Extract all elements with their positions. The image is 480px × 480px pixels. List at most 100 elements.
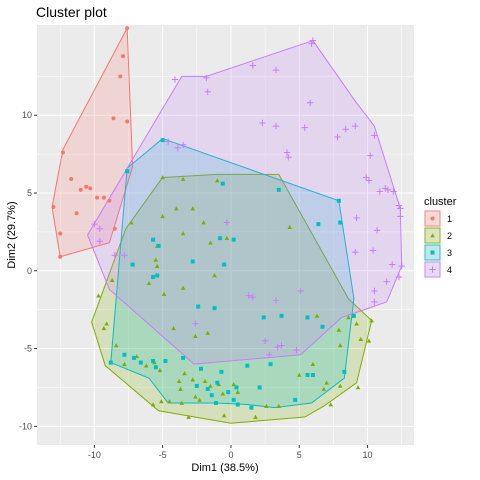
cluster-3-point bbox=[234, 385, 239, 390]
cluster-2-point bbox=[160, 175, 165, 180]
cluster-4-point bbox=[376, 188, 384, 195]
cluster-4-point bbox=[96, 225, 104, 232]
cluster-2-point bbox=[101, 326, 107, 331]
cluster-3-point bbox=[138, 360, 143, 365]
cluster-4-point bbox=[272, 297, 280, 304]
cluster-2-point bbox=[324, 380, 329, 385]
cluster-4-point bbox=[285, 154, 292, 161]
cluster-4-point bbox=[249, 62, 257, 69]
cluster-2-point bbox=[113, 343, 119, 348]
cluster-2-point bbox=[310, 361, 316, 366]
cluster-3-point bbox=[194, 383, 199, 388]
x-tick-label: 5 bbox=[297, 450, 302, 460]
cluster-2-point bbox=[235, 389, 241, 394]
y-tick-label: 10 bbox=[22, 110, 32, 120]
cluster-3-point bbox=[279, 313, 284, 318]
cluster-4-point bbox=[245, 292, 252, 299]
cluster-2-point bbox=[96, 293, 101, 298]
cluster-4-point bbox=[192, 320, 199, 327]
cluster-2-point bbox=[354, 321, 359, 326]
cluster-2-point bbox=[179, 400, 185, 405]
cluster-3-point bbox=[342, 369, 347, 374]
cluster-2-point bbox=[253, 414, 258, 419]
cluster-3-point bbox=[305, 315, 310, 320]
legend-label: 3 bbox=[447, 248, 452, 258]
cluster-2-point bbox=[202, 378, 208, 384]
cluster-4-point bbox=[306, 99, 314, 106]
x-tick-label: -10 bbox=[88, 450, 101, 460]
cluster-3-point bbox=[181, 355, 186, 360]
cluster-3-point bbox=[245, 363, 250, 368]
legend-item-1: 1 bbox=[424, 210, 452, 227]
cluster-1-point bbox=[69, 177, 74, 181]
cluster-3-point bbox=[305, 373, 310, 377]
cluster-4-point bbox=[397, 205, 404, 212]
cluster-3-point bbox=[131, 355, 136, 360]
legend-label: 4 bbox=[447, 265, 452, 275]
cluster-4-point bbox=[164, 138, 172, 145]
cluster-1-point bbox=[84, 184, 89, 189]
cluster-3-point bbox=[155, 273, 160, 278]
legend-title: cluster bbox=[424, 196, 457, 208]
cluster-2-point bbox=[171, 326, 176, 331]
cluster-4-point bbox=[384, 186, 392, 194]
legend-item-3: 3 bbox=[424, 244, 452, 261]
cluster-3-point bbox=[153, 365, 158, 370]
cluster-2-point bbox=[190, 377, 196, 382]
y-axis-title: Dim2 (29.7%) bbox=[6, 201, 18, 268]
cluster-2-point bbox=[220, 391, 226, 396]
cluster-1-point bbox=[51, 205, 56, 209]
cluster-4-point bbox=[371, 298, 378, 306]
cluster-4-point bbox=[272, 66, 280, 74]
cluster-4-point bbox=[171, 76, 179, 83]
cluster-3-point bbox=[125, 169, 130, 174]
y-tick-label: -5 bbox=[24, 344, 32, 354]
cluster-3-point bbox=[316, 222, 321, 227]
cluster-4-point bbox=[308, 40, 315, 47]
cluster-2-point bbox=[215, 178, 220, 183]
cluster-4-point bbox=[179, 141, 187, 148]
cluster-3-point bbox=[276, 187, 281, 192]
cluster-1-point bbox=[121, 54, 126, 59]
cluster-3-point bbox=[261, 315, 266, 320]
cluster-1-point bbox=[125, 26, 130, 31]
cluster-2-point bbox=[366, 338, 372, 343]
cluster-2-point bbox=[178, 386, 183, 391]
cluster-4-point bbox=[353, 214, 360, 222]
cluster-4-point bbox=[390, 188, 397, 195]
legend-label: 2 bbox=[447, 231, 452, 241]
cluster-2-point bbox=[190, 206, 196, 211]
cluster-2-point bbox=[186, 414, 191, 419]
cluster-2-point bbox=[104, 321, 109, 326]
cluster-4-point bbox=[367, 152, 374, 159]
cluster-1-point bbox=[78, 187, 83, 192]
legend-items: 1 2 3 4 bbox=[424, 210, 452, 278]
cluster-3-point bbox=[215, 380, 220, 385]
cluster-1-point bbox=[101, 195, 106, 200]
cluster-4-point bbox=[373, 227, 381, 234]
cluster-1-point bbox=[58, 231, 63, 236]
y-tick-label: 0 bbox=[27, 266, 32, 276]
cluster-2-point bbox=[154, 263, 160, 268]
cluster-2-point bbox=[153, 257, 159, 262]
cluster-4-point bbox=[203, 74, 210, 82]
cluster-3-point bbox=[205, 387, 210, 391]
cluster-2-point bbox=[197, 397, 202, 402]
cluster-4-point bbox=[274, 343, 281, 351]
cluster-1-point bbox=[88, 186, 93, 191]
y-axis-ticks: -10 -5 0 5 10 bbox=[19, 110, 37, 431]
cluster-2-point bbox=[276, 403, 282, 408]
cluster-4-point bbox=[249, 294, 257, 301]
cluster-3-point bbox=[219, 369, 224, 374]
legend-key-symbol bbox=[430, 216, 435, 221]
cluster-3-point bbox=[198, 366, 203, 371]
cluster-2-point bbox=[355, 385, 361, 390]
cluster-2-point bbox=[208, 240, 213, 245]
cluster-4-point bbox=[297, 287, 304, 295]
cluster-4-point bbox=[301, 124, 308, 131]
cluster-2-point bbox=[193, 333, 198, 338]
y-tick-label: 5 bbox=[27, 188, 32, 198]
cluster-4-point bbox=[261, 337, 269, 344]
cluster-4-point bbox=[91, 220, 98, 228]
